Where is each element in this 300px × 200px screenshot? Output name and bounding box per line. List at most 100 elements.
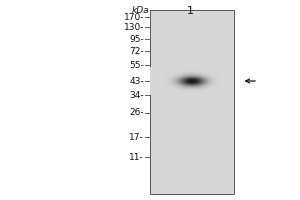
Bar	[170, 86, 171, 87]
Bar	[212, 67, 213, 68]
Bar	[215, 91, 216, 92]
Bar	[209, 92, 210, 93]
Bar	[228, 85, 229, 86]
Bar	[181, 67, 182, 68]
Bar	[181, 68, 182, 69]
Bar	[189, 68, 190, 69]
Bar	[225, 69, 226, 70]
Bar	[217, 94, 218, 95]
Bar	[178, 81, 179, 82]
Bar	[224, 75, 225, 76]
Bar	[213, 70, 214, 71]
Bar	[179, 75, 180, 76]
Bar	[164, 80, 165, 81]
Bar	[178, 83, 179, 84]
Bar	[194, 72, 195, 73]
Bar	[207, 85, 208, 86]
Bar	[168, 67, 169, 68]
Bar	[206, 91, 207, 92]
Bar	[159, 78, 160, 79]
Bar	[194, 79, 195, 80]
Bar	[160, 82, 161, 83]
Bar	[152, 69, 153, 70]
Bar	[160, 93, 161, 94]
Bar	[179, 78, 180, 79]
Bar	[228, 92, 229, 93]
Bar	[165, 77, 166, 78]
Bar	[181, 79, 182, 80]
Bar	[162, 88, 163, 89]
Bar	[199, 85, 200, 86]
Bar	[213, 85, 214, 86]
Bar	[211, 87, 212, 88]
Bar	[154, 93, 155, 94]
Bar	[229, 84, 230, 85]
Bar	[152, 86, 153, 87]
Bar	[151, 78, 152, 79]
Bar	[168, 94, 169, 95]
Bar	[197, 74, 198, 75]
Bar	[201, 87, 202, 88]
Bar	[171, 93, 172, 94]
Bar	[194, 93, 195, 94]
Bar	[226, 90, 227, 91]
Bar	[150, 77, 151, 78]
Bar	[211, 67, 212, 68]
Bar	[180, 73, 181, 74]
Bar	[200, 93, 201, 94]
Bar	[189, 78, 190, 79]
Bar	[154, 86, 155, 87]
Bar	[164, 72, 165, 73]
Bar	[179, 79, 180, 80]
Bar	[171, 69, 172, 70]
Bar	[229, 90, 230, 91]
Bar	[229, 78, 230, 79]
Bar	[204, 75, 205, 76]
Bar	[156, 84, 157, 85]
Bar	[221, 67, 222, 68]
Bar	[156, 77, 157, 78]
Bar	[196, 69, 197, 70]
Bar	[200, 69, 201, 70]
Bar	[219, 88, 220, 89]
Bar	[198, 83, 199, 84]
Bar	[179, 72, 180, 73]
Bar	[164, 91, 165, 92]
Bar	[206, 82, 207, 83]
Bar	[152, 74, 153, 75]
Bar	[213, 82, 214, 83]
Bar	[233, 70, 234, 71]
Bar	[165, 72, 166, 73]
Bar	[160, 68, 161, 69]
Bar	[223, 92, 224, 93]
Bar	[180, 93, 181, 94]
Bar	[172, 76, 173, 77]
Bar	[199, 71, 200, 72]
Bar	[187, 92, 188, 93]
Bar	[233, 71, 234, 72]
Bar	[181, 83, 182, 84]
Bar	[157, 94, 158, 95]
Bar	[233, 88, 234, 89]
Bar	[193, 91, 194, 92]
Bar	[208, 78, 209, 79]
Bar	[204, 70, 205, 71]
Bar	[180, 84, 181, 85]
Bar	[195, 74, 196, 75]
Bar	[195, 73, 196, 74]
Bar	[154, 87, 155, 88]
Bar	[163, 82, 164, 83]
Bar	[203, 94, 204, 95]
Bar	[204, 82, 205, 83]
Bar	[169, 83, 170, 84]
Bar	[183, 69, 184, 70]
Bar	[178, 94, 179, 95]
Bar	[196, 84, 197, 85]
Bar	[153, 69, 154, 70]
Bar	[205, 92, 206, 93]
Bar	[218, 76, 219, 77]
Bar	[197, 93, 198, 94]
Bar	[161, 86, 162, 87]
Bar	[192, 81, 193, 82]
Bar	[180, 88, 181, 89]
